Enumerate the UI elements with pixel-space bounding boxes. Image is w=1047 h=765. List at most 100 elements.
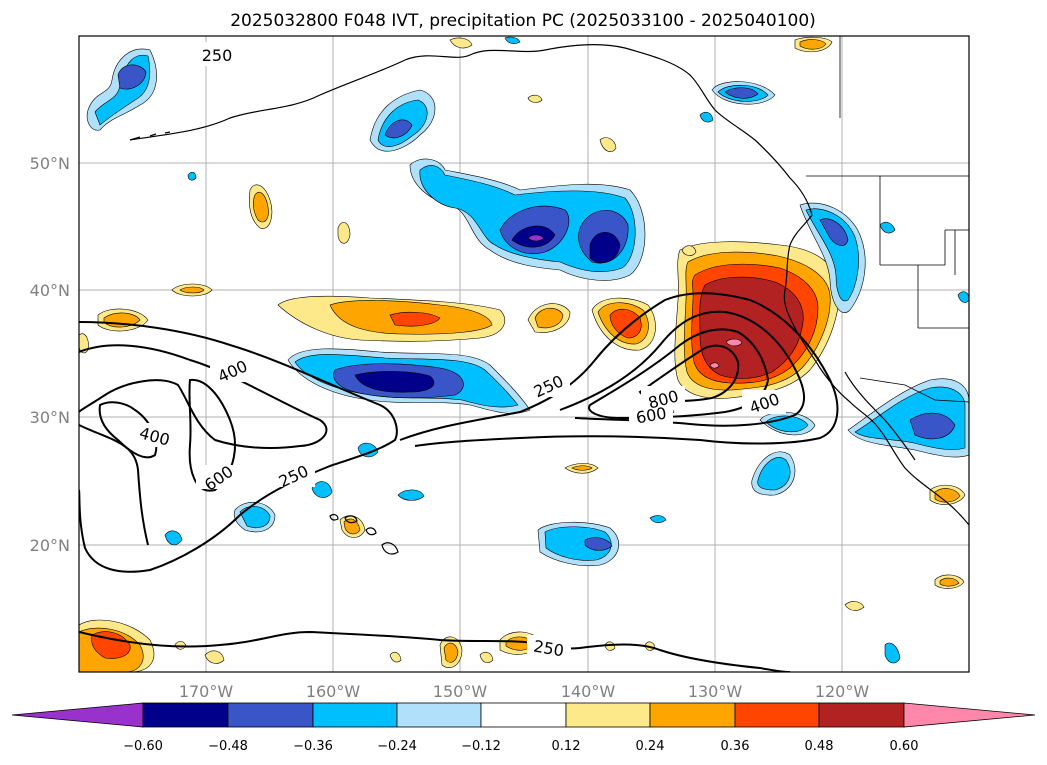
precip-north-orange-i xyxy=(799,39,827,50)
precip-e-orange-1i xyxy=(934,488,961,503)
ivt-600-west-inner xyxy=(98,401,158,459)
colorbar xyxy=(11,702,1036,728)
precip-small-blue-3 xyxy=(397,489,425,501)
precip-blob-north-center-core xyxy=(384,119,413,139)
baja-coast xyxy=(844,371,916,461)
colorbar-tick: 0.12 xyxy=(552,739,581,754)
colorbar-swatch xyxy=(734,702,820,728)
precip-small-orange-16 xyxy=(527,94,543,103)
precip-se-blue-3c xyxy=(909,412,956,440)
colorbar-tick: −0.12 xyxy=(461,739,501,754)
precip-ar-pink-2 xyxy=(709,362,720,369)
colorbar-swatch xyxy=(480,702,567,728)
ivt-250-south xyxy=(79,630,791,672)
colorbar-swatch xyxy=(396,702,482,728)
ivt-250-west xyxy=(79,321,398,573)
colorbar-swatch xyxy=(312,702,398,728)
hawaii-2 xyxy=(365,527,377,536)
precip-blob-navy-2 xyxy=(589,231,621,264)
ivt-600-west xyxy=(188,378,236,492)
map-area: 250 400 400 600 250 250 800 600 400 250 xyxy=(79,36,969,672)
precip-ar-pink xyxy=(725,338,743,347)
colorbar-tick: 0.36 xyxy=(721,739,750,754)
longitude-labels: 170°W 160°W 150°W 140°W 130°W 120°W xyxy=(179,682,870,701)
lon-label-150w: 150°W xyxy=(433,682,488,701)
precip-se-blue-2i xyxy=(757,457,791,491)
colorbar-swatch xyxy=(649,702,736,728)
precip-small-blue-11 xyxy=(699,111,714,123)
precip-blob-mid-redorange xyxy=(389,311,441,327)
colorbar-ticks: −0.60 −0.48 −0.36 −0.24 −0.12 0.12 0.24 … xyxy=(123,739,918,754)
precip-south-blue-i xyxy=(544,526,612,561)
colorbar-tick: −0.60 xyxy=(123,739,163,754)
precip-small-blue-1 xyxy=(311,481,333,498)
ivt-600-east xyxy=(588,328,770,420)
colorbar-swatch xyxy=(142,702,229,728)
precip-small-orange-8 xyxy=(681,245,697,256)
map-title: 2025032800 F048 IVT, precipitation PC (2… xyxy=(230,11,816,31)
lon-label-120w: 120°W xyxy=(815,682,870,701)
lat-label-20n: 20°N xyxy=(30,536,70,555)
precip-nw-coast-blue-c xyxy=(724,87,759,99)
aleutians xyxy=(129,131,171,141)
precip-small-orange-15 xyxy=(844,601,865,611)
latitude-labels: 50°N 40°N 30°N 20°N xyxy=(30,154,70,555)
colorbar-tick: −0.48 xyxy=(208,739,248,754)
state-lines xyxy=(879,176,969,329)
colorbar-swatch xyxy=(818,702,905,728)
precip-small-blue-9 xyxy=(957,291,969,303)
precip-e-orange-2i xyxy=(939,577,960,587)
precip-blob-mid-right-orange-i xyxy=(534,307,564,329)
precip-blob-small-orange-1i xyxy=(179,286,205,294)
precip-small-orange-11 xyxy=(479,651,494,664)
colorbar-tick: 0.24 xyxy=(636,739,665,754)
precip-small-orange-4i xyxy=(571,465,593,471)
lat-label-40n: 40°N xyxy=(30,281,70,300)
precip-small-blue-6 xyxy=(187,171,197,181)
precip-south-orange-2i xyxy=(443,642,459,663)
colorbar-tick: −0.24 xyxy=(377,739,417,754)
hawaii-3 xyxy=(344,515,358,524)
lon-label-140w: 140°W xyxy=(561,682,616,701)
precip-blob-small-orange-2i xyxy=(253,191,269,223)
precip-south-royal xyxy=(584,537,613,551)
contour-label-bg xyxy=(133,42,786,659)
precip-south-redorange xyxy=(91,631,131,659)
precip-blob-mid-right-red-c xyxy=(609,309,642,339)
colorbar-swatch xyxy=(565,702,651,728)
precip-blob-small-orange-3 xyxy=(337,222,351,244)
precip-small-blue-7 xyxy=(164,530,183,546)
precip-ar-firebrick xyxy=(699,276,804,379)
map-frame xyxy=(78,35,970,673)
ivt-400-east xyxy=(559,310,806,427)
precip-small-orange-18 xyxy=(449,37,473,49)
precip-small-blue-4 xyxy=(884,642,901,664)
hawaii-1 xyxy=(381,542,399,555)
precip-blob-nw-core xyxy=(117,64,147,90)
colorbar-tick: 0.48 xyxy=(805,739,834,754)
lon-label-130w: 130°W xyxy=(688,682,743,701)
precip-small-blue-5 xyxy=(649,515,667,524)
precip-coast-blue-1c xyxy=(819,218,849,246)
lat-label-30n: 30°N xyxy=(30,408,70,427)
precip-small-orange-10 xyxy=(204,650,225,664)
colorbar-extend-right xyxy=(903,702,1036,728)
ivt-400-west xyxy=(79,344,328,449)
contour-label: 250 xyxy=(202,46,233,65)
colorbar-extend-left xyxy=(11,702,144,728)
coastlines xyxy=(129,44,969,555)
lat-label-50n: 50°N xyxy=(30,154,70,173)
ivt-400-west-lower xyxy=(79,424,149,546)
hawaii-4 xyxy=(329,513,339,521)
colorbar-tick: 0.60 xyxy=(890,739,919,754)
us-mexico-border xyxy=(859,377,969,403)
precip-small-orange-12 xyxy=(389,651,402,663)
precip-small-orange-7 xyxy=(599,137,617,153)
alaska-coast xyxy=(129,44,813,216)
precip-small-orange-6i xyxy=(343,518,361,535)
lon-label-170w: 170°W xyxy=(179,682,234,701)
lon-label-160w: 160°W xyxy=(306,682,361,701)
colorbar-tick: −0.36 xyxy=(293,739,333,754)
borders xyxy=(806,36,969,403)
